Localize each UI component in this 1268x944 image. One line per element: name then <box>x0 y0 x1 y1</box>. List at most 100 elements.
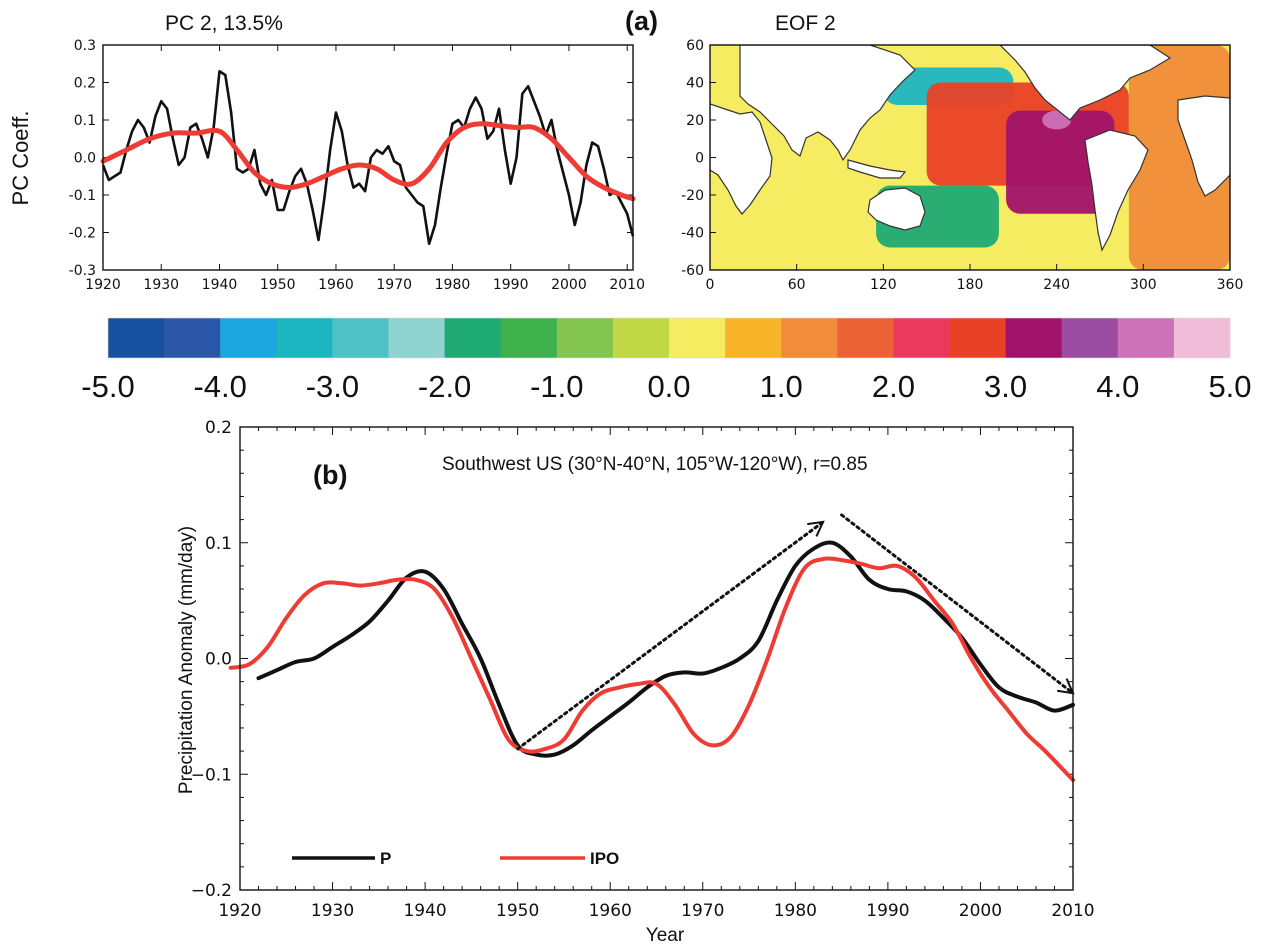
colorbar-tick-label: -3.0 <box>306 369 359 404</box>
pc-ylabel: PC Coeff. <box>8 111 33 206</box>
colorbar-tick-label: 2.0 <box>872 369 915 404</box>
pc-ytick-label: 0.3 <box>74 38 96 54</box>
colorbar-swatch <box>1061 318 1119 358</box>
colorbar-tick-label: -5.0 <box>81 369 134 404</box>
colorbar-swatch <box>725 318 782 358</box>
north-america-shape <box>999 45 1172 121</box>
pc-xtick-label: 1950 <box>260 277 296 293</box>
continents <box>710 45 1230 252</box>
panel-b-label: (b) <box>313 460 347 490</box>
legend-ipo-label: IPO <box>590 849 619 868</box>
pc-ytick-label: 0.0 <box>74 151 96 167</box>
pc-ytick-label: 0.1 <box>74 113 96 129</box>
eurasia-shape <box>739 45 916 162</box>
colorbar-swatch <box>837 318 894 358</box>
eof-frame <box>709 44 1231 271</box>
panel-b-axes: 1920 1930 1940 1950 1960 1970 1980 1990 2000 2010… <box>191 418 1095 921</box>
b-xtick-label: 1960 <box>589 901 632 921</box>
p-line <box>256 540 1075 758</box>
eof-anomaly-region <box>1006 110 1115 214</box>
b-xtick-label: 1920 <box>218 901 261 921</box>
pc-panel: PC 2, 13.5% PC Coeff. 1920 1930 1940 1950 19… <box>8 12 645 293</box>
colorbar-swatch <box>1117 318 1175 358</box>
colorbar-swatch <box>556 318 614 358</box>
pc-xtick-label: 2010 <box>609 277 645 293</box>
b-ytick-label: 0.0 <box>205 650 232 670</box>
colorbar-tick-label: 5.0 <box>1208 369 1251 404</box>
eof-xtick-label: 360 <box>1217 277 1244 293</box>
colorbar-frame <box>107 317 1231 359</box>
eof-xtick-label: 0 <box>706 277 715 293</box>
pc-xtick-label: 1960 <box>318 277 354 293</box>
pc-xtick-label: 1980 <box>435 277 471 293</box>
panel-b-annotation: Southwest US (30°N-40°N, 105°W-120°W), r… <box>442 454 868 475</box>
b-xtick-label: 1980 <box>774 901 817 921</box>
panel-b-frame <box>239 426 1074 891</box>
b-xtick-label: 1990 <box>866 901 909 921</box>
pc-xtick-label: 1970 <box>376 277 412 293</box>
b-ytick-label: 0.2 <box>205 418 232 438</box>
eof-ytick-label: 40 <box>686 76 704 92</box>
pc-xtick-label: 1920 <box>85 277 121 293</box>
eof-xtick-label: 60 <box>788 277 806 293</box>
eof-xtick-label: 300 <box>1130 277 1157 293</box>
colorbar-swatch <box>1005 318 1063 358</box>
eof-xtick-label: 240 <box>1043 277 1070 293</box>
pc-series <box>100 69 636 246</box>
trend-arrow-head <box>807 520 825 537</box>
pc-xtick-label: 1940 <box>202 277 238 293</box>
pc-ytick-label: 0.2 <box>74 76 96 92</box>
b-ytick-label: −0.1 <box>191 765 232 785</box>
colorbar-tick-label: 4.0 <box>1096 369 1139 404</box>
pc-title: PC 2, 13.5% <box>165 12 283 35</box>
pc-ytick-label: -0.1 <box>69 188 96 204</box>
eof-ytick-label: 60 <box>686 38 704 54</box>
australia-shape <box>867 187 926 231</box>
colorbar-tick-label: -1.0 <box>530 369 583 404</box>
eof-xtick-label: 120 <box>870 277 897 293</box>
colorbar-ticks: -5.0 -4.0 -3.0 -2.0 -1.0 0.0 1.0 2.0 3.0 4.0 5.0 <box>81 369 1251 404</box>
south-america-shape <box>1084 129 1149 252</box>
colorbar-swatch <box>612 318 670 358</box>
panel-b: Precipitation Anomaly (mm/day) 1920 1930 1… <box>176 418 1095 944</box>
eof-ytick-label: -20 <box>681 188 704 204</box>
eof-ytick-label: 20 <box>686 113 704 129</box>
colorbar-swatch <box>220 318 277 358</box>
indonesia-shape <box>847 159 907 179</box>
colorbar-swatch <box>388 318 446 358</box>
legend-p-label: P <box>380 849 391 868</box>
africa-east-shape <box>1177 95 1230 197</box>
b-xtick-label: 2000 <box>959 901 1002 921</box>
panel-b-xlabel: Year <box>646 925 685 944</box>
panel-b-series <box>228 513 1075 782</box>
eof-ytick-label: -60 <box>681 263 704 279</box>
b-xtick-label: 2010 <box>1051 901 1094 921</box>
colorbar-swatch <box>893 318 950 358</box>
b-xtick-label: 1970 <box>681 901 724 921</box>
colorbar-swatch <box>669 318 726 358</box>
colorbar-swatch <box>1173 318 1231 358</box>
eof-axes: 0 60 120 180 240 300 360 60 40 20 0 -20 -40 -60 <box>681 38 1243 293</box>
trend-arrow-line <box>840 513 1075 695</box>
b-xtick-label: 1940 <box>403 901 446 921</box>
pc-smoothed-line <box>100 121 636 202</box>
colorbar-swatch <box>164 318 221 358</box>
legend: P IPO <box>292 849 619 868</box>
b-xtick-label: 1930 <box>311 901 354 921</box>
colorbar-swatch <box>500 318 558 358</box>
panel-b-ylabel: Precipitation Anomaly (mm/day) <box>176 526 197 794</box>
panel-a-label: (a) <box>625 6 658 36</box>
colorbar-swatch <box>781 318 838 358</box>
eof-ytick-label: -40 <box>681 226 704 242</box>
pc-raw-line <box>101 69 635 246</box>
colorbar-swatch <box>276 318 333 358</box>
pc-xtick-label: 1930 <box>143 277 179 293</box>
africa-shape <box>710 103 773 215</box>
colorbar-tick-label: 0.0 <box>647 369 690 404</box>
pc-ytick-label: -0.2 <box>69 226 96 242</box>
colorbar-swatch <box>444 318 502 358</box>
colorbar <box>107 317 1231 359</box>
colorbar-swatch <box>332 318 389 358</box>
pc-frame <box>102 44 634 271</box>
